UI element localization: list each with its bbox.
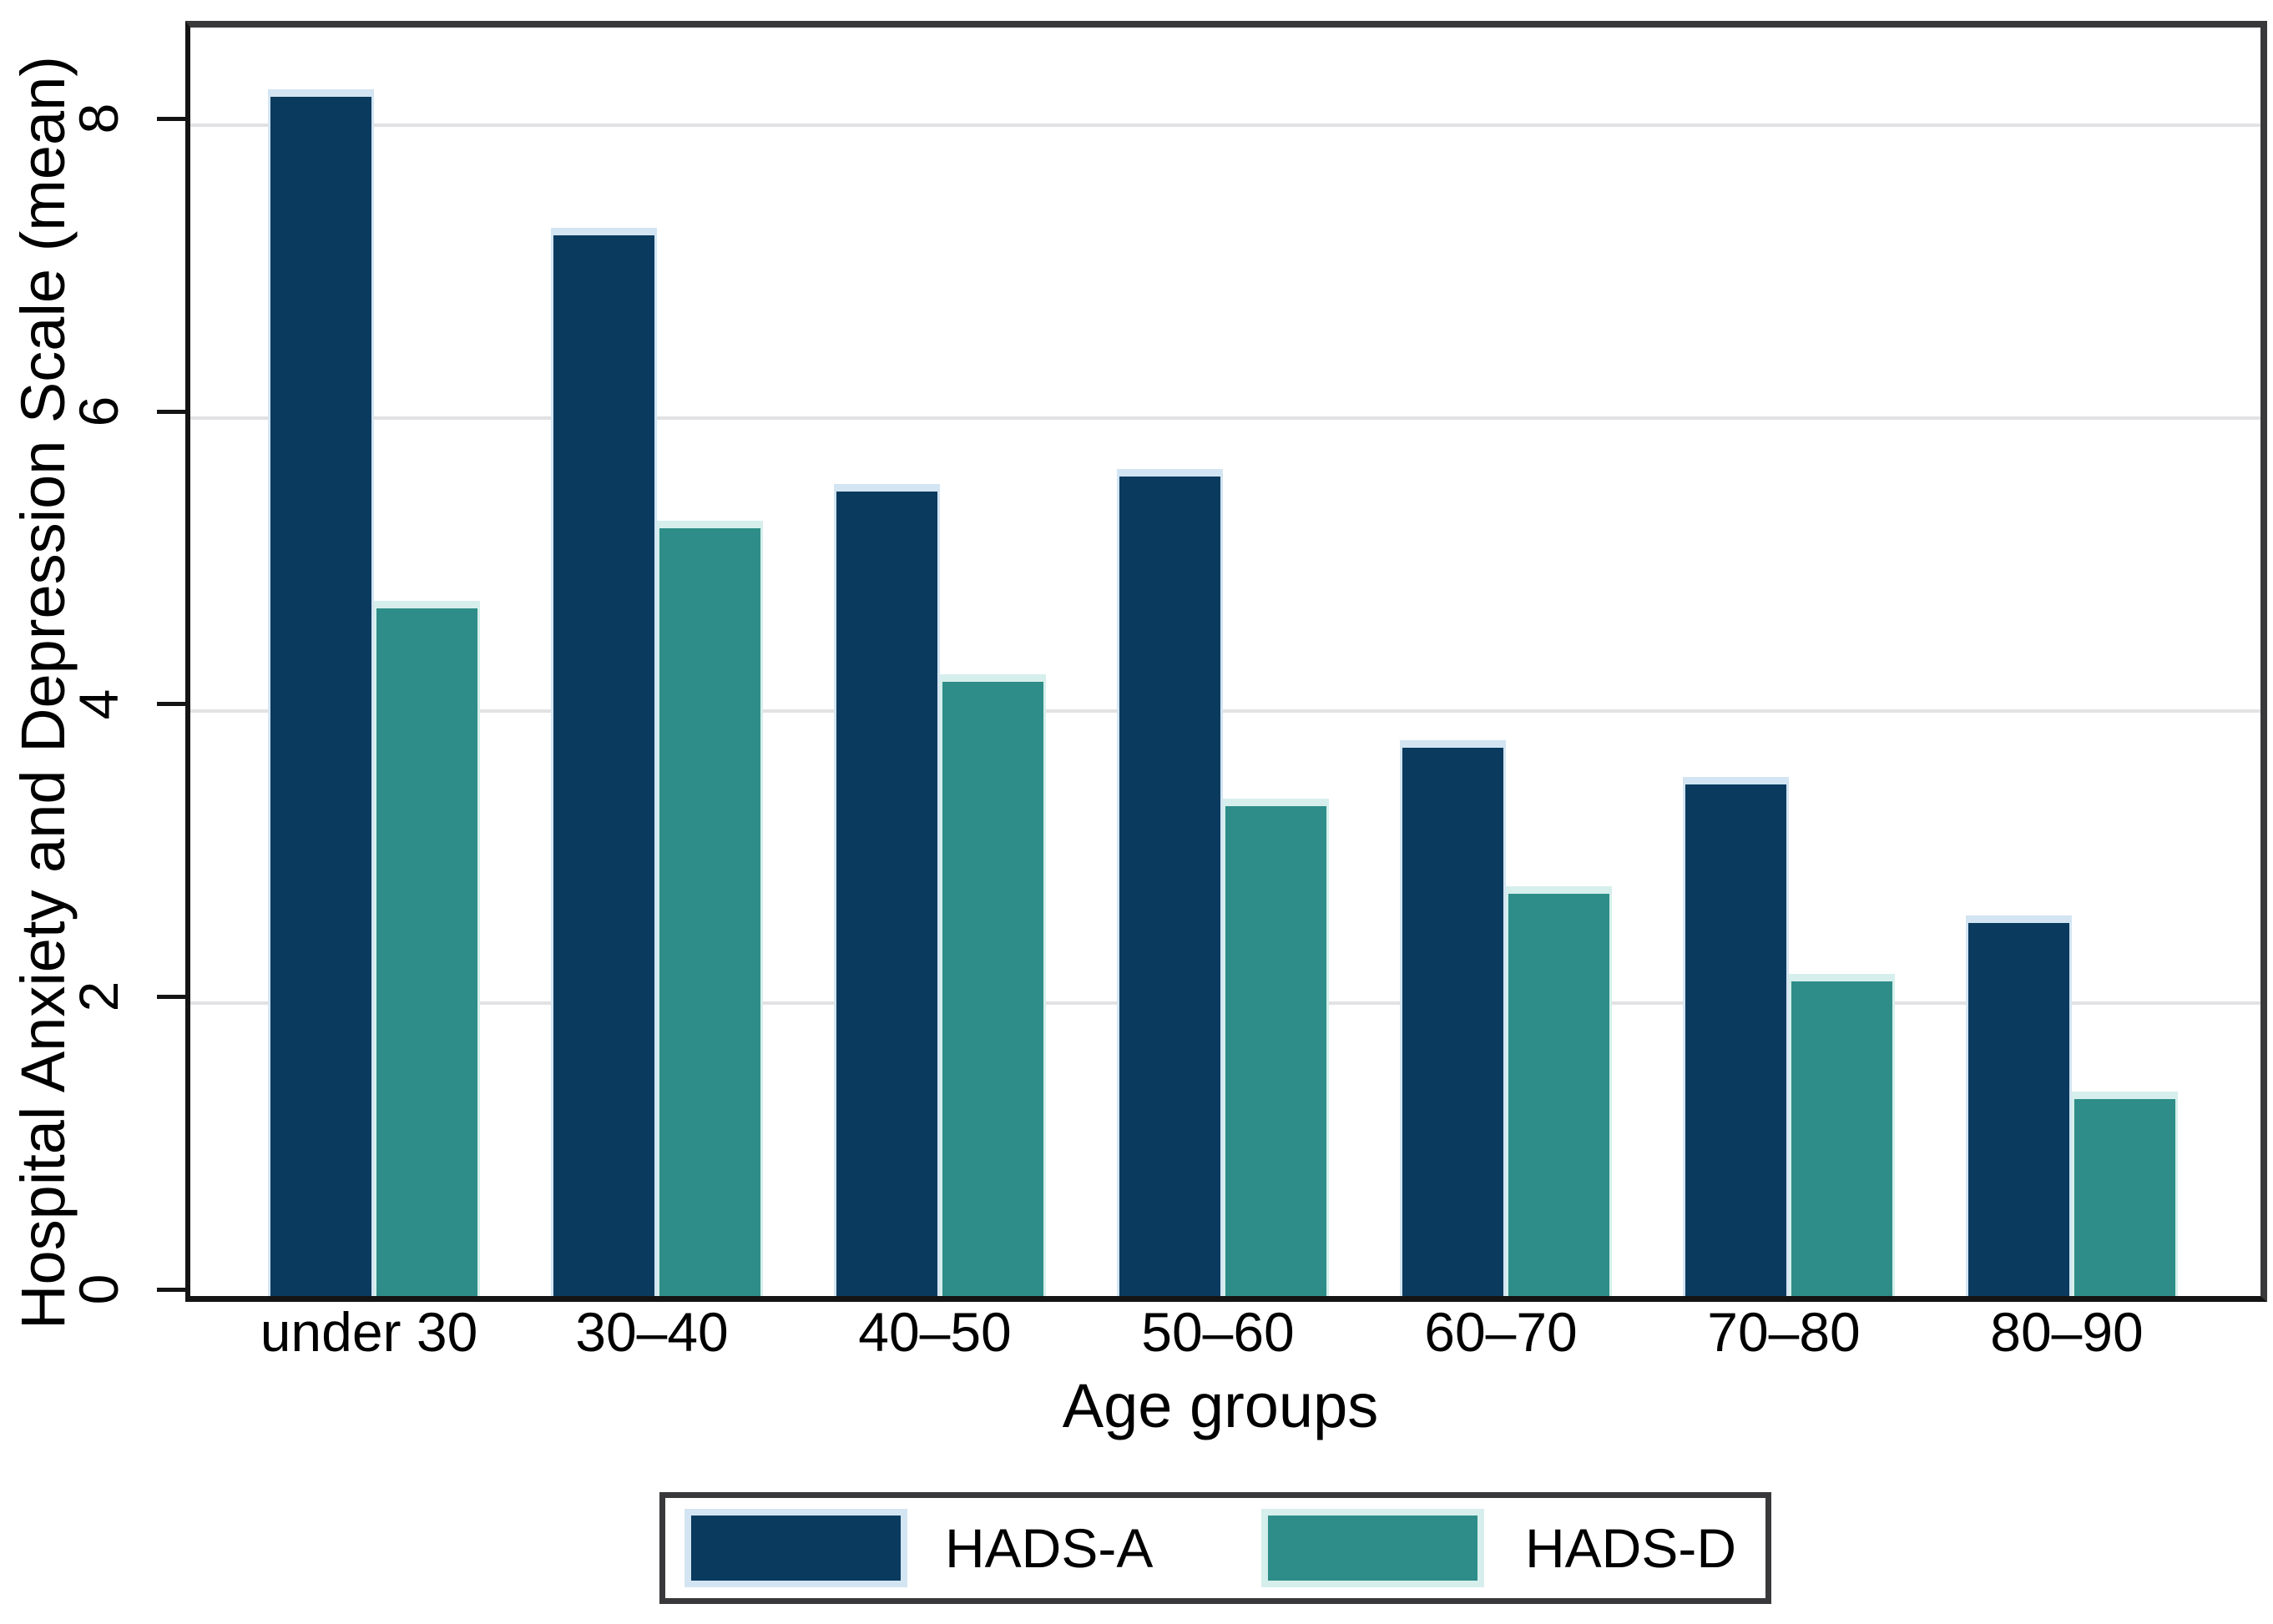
y-axis-tick-0 [157,1287,185,1292]
plot-area [185,21,2267,1302]
bar-hads-d-30–40 [657,521,763,1296]
y-tick-label-6: 6 [68,396,129,427]
x-axis-title: Age groups [1062,1371,1379,1440]
y-tick-label-8: 8 [68,103,129,134]
bar-hads-a-30–40 [551,228,657,1296]
x-tick-label-50–60: 50–60 [1141,1301,1295,1363]
bar-hads-d-40–50 [940,674,1046,1296]
x-tick-label-70–80: 70–80 [1707,1301,1861,1363]
x-tick-label-60–70: 60–70 [1424,1301,1578,1363]
y-axis-title: Hospital Anxiety and Depression Scale (m… [8,56,78,1329]
bar-hads-a-60–70 [1400,740,1506,1296]
legend-label-hads-a: HADS-A [945,1517,1154,1579]
y-axis-tick-6 [157,409,185,414]
bar-hads-a-80–90 [1966,915,2072,1296]
y-tick-label-0: 0 [68,1273,129,1305]
legend: HADS-A HADS-D [659,1492,1771,1604]
bar-hads-a-70–80 [1683,777,1789,1296]
gridline-y-6 [190,416,2260,421]
legend-label-hads-d: HADS-D [1525,1517,1737,1579]
gridline-y-8 [190,124,2260,128]
y-axis-tick-8 [157,116,185,121]
y-tick-label-4: 4 [68,688,129,720]
bar-hads-d-60–70 [1506,886,1612,1296]
bar-hads-a-50–60 [1117,469,1223,1296]
x-tick-label-80–90: 80–90 [1990,1301,2144,1363]
bar-hads-d-70–80 [1789,974,1895,1296]
y-axis-tick-4 [157,702,185,707]
x-tick-label-30–40: 30–40 [575,1301,729,1363]
gridline-y-4 [190,709,2260,713]
bar-hads-a-40–50 [834,484,940,1296]
bar-hads-d-50–60 [1223,799,1329,1296]
x-tick-label-40–50: 40–50 [858,1301,1012,1363]
bar-hads-a-under-30 [268,89,374,1296]
y-tick-label-2: 2 [68,981,129,1012]
legend-swatch-hads-a [684,1509,907,1587]
legend-swatch-hads-d [1261,1509,1484,1587]
x-tick-label-under-30: under 30 [260,1301,478,1363]
bar-hads-d-under-30 [374,601,480,1296]
y-axis-tick-2 [157,994,185,999]
bar-hads-d-80–90 [2072,1092,2178,1296]
